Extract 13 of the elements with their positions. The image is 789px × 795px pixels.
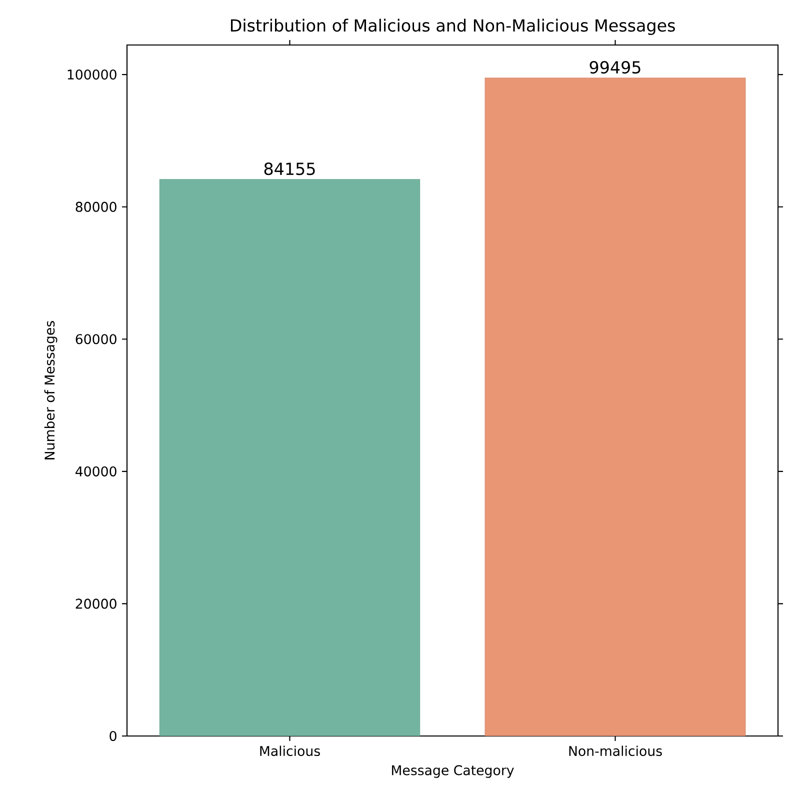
data-label: 99495 bbox=[590, 61, 640, 74]
y-tick-label: 60000 bbox=[76, 334, 116, 344]
x-tick-label: Non-malicious bbox=[569, 746, 662, 756]
y-tick-label: 0 bbox=[110, 730, 116, 742]
x-tick-label: Malicious bbox=[260, 746, 320, 756]
y-tick-label: 100000 bbox=[68, 70, 116, 80]
data-label: 84155 bbox=[264, 162, 315, 176]
x-axis-title: Message Category bbox=[392, 765, 514, 778]
y-tick-label: 40000 bbox=[76, 466, 116, 476]
y-axis-title: Number of Messages bbox=[44, 321, 58, 460]
y-tick-label: 20000 bbox=[76, 598, 116, 609]
y-tick-label: 80000 bbox=[76, 202, 116, 212]
chart-title: Distribution of Malicious and Non-Malicious Messages bbox=[230, 18, 675, 35]
